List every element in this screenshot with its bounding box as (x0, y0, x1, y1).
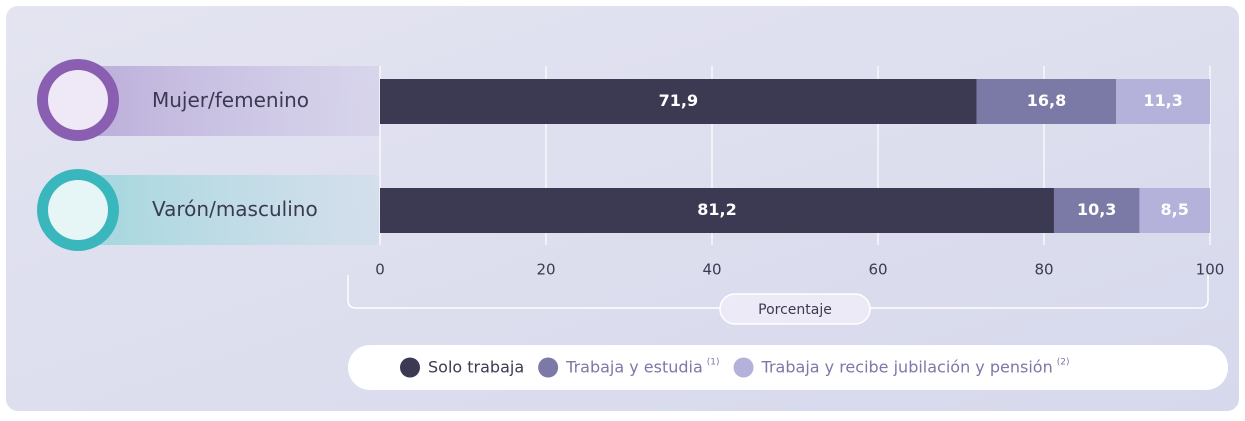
x-tick-label: 100 (1196, 261, 1225, 279)
value-label: 8,5 (1161, 200, 1189, 219)
category-label: Varón/masculino (152, 197, 318, 221)
x-tick-label: 0 (375, 261, 385, 279)
x-axis-label: Porcentaje (758, 302, 832, 318)
value-label: 81,2 (697, 200, 736, 219)
value-label: 16,8 (1027, 91, 1066, 110)
category-label: Mujer/femenino (152, 88, 309, 112)
value-label: 71,9 (659, 91, 698, 110)
legend-marker (734, 358, 754, 378)
x-tick-label: 40 (702, 261, 721, 279)
legend-note: (2) (1057, 358, 1070, 368)
legend-marker (400, 358, 420, 378)
x-tick-label: 20 (536, 261, 555, 279)
avatar (48, 70, 108, 130)
chart: Porcentaje 0 20 40 60 80 100 Mujer/femenino 71,… (0, 0, 1245, 417)
value-label: 11,3 (1143, 91, 1182, 110)
x-tick-label: 60 (868, 261, 887, 279)
legend-label: Trabaja y recibe jubilación y pensión (761, 358, 1053, 377)
legend-label: Solo trabaja (428, 358, 524, 377)
legend-label: Trabaja y estudia (565, 358, 703, 377)
x-tick-label: 80 (1034, 261, 1053, 279)
legend-marker (538, 358, 558, 378)
value-label: 10,3 (1077, 200, 1116, 219)
legend-note: (1) (707, 358, 720, 368)
avatar (48, 180, 108, 240)
